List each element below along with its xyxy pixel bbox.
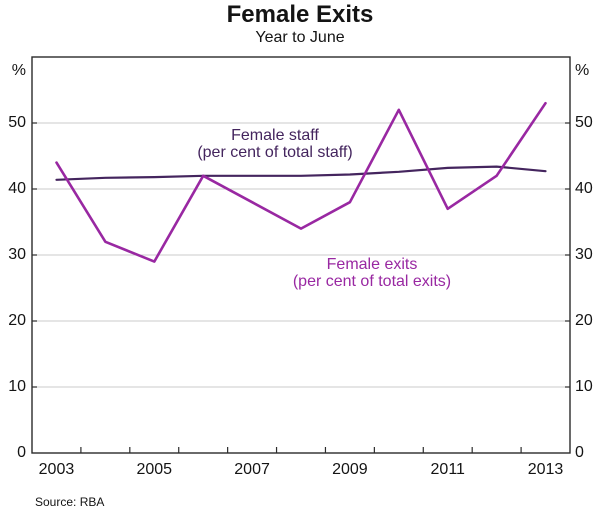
series-label-line: (per cent of total staff) xyxy=(197,144,353,161)
y-axis-tick-label-left: 20 xyxy=(8,312,26,329)
y-axis-tick-label-right: 30 xyxy=(575,246,593,263)
x-axis-tick-label: 2011 xyxy=(430,461,465,478)
y-axis-tick-label-right: 50 xyxy=(575,114,593,131)
y-axis-tick-label-left: 10 xyxy=(8,378,26,395)
series-label-female-staff: Female staff (per cent of total staff) xyxy=(155,127,395,161)
series-line-female-staff xyxy=(55,165,547,181)
y-axis-tick-label-left: 50 xyxy=(8,114,26,131)
source-note: Source: RBA xyxy=(35,495,105,509)
x-axis-tick-label: 2007 xyxy=(234,461,270,478)
series-label-line: Female exits xyxy=(326,256,418,273)
y-axis-tick-label-left: 30 xyxy=(8,246,26,263)
y-axis-tick-label-right: 0 xyxy=(575,444,584,461)
series-label-line: Female staff xyxy=(231,127,319,144)
x-axis-tick-label: 2003 xyxy=(38,461,75,478)
y-axis-unit-left: % xyxy=(11,62,26,79)
chart-title: Female Exits xyxy=(226,1,374,28)
y-axis-tick-label-right: 20 xyxy=(575,312,593,329)
chart-subtitle: Year to June xyxy=(255,29,345,46)
series-label-line: (per cent of total exits) xyxy=(292,273,452,290)
x-axis-tick-label: 2009 xyxy=(332,461,368,478)
y-axis-tick-label-left: 0 xyxy=(17,444,26,461)
y-axis-tick-label-left: 40 xyxy=(8,180,26,197)
series-line-female-exits xyxy=(55,101,547,263)
series-label-female-exits: Female exits (per cent of total exits) xyxy=(252,256,492,290)
x-axis-tick-label: 2013 xyxy=(527,461,564,478)
y-axis-tick-label-right: 40 xyxy=(575,180,593,197)
y-axis-unit-right: % xyxy=(575,62,590,79)
x-axis-tick-label: 2005 xyxy=(136,461,173,478)
y-axis-tick-label-right: 10 xyxy=(575,378,593,395)
